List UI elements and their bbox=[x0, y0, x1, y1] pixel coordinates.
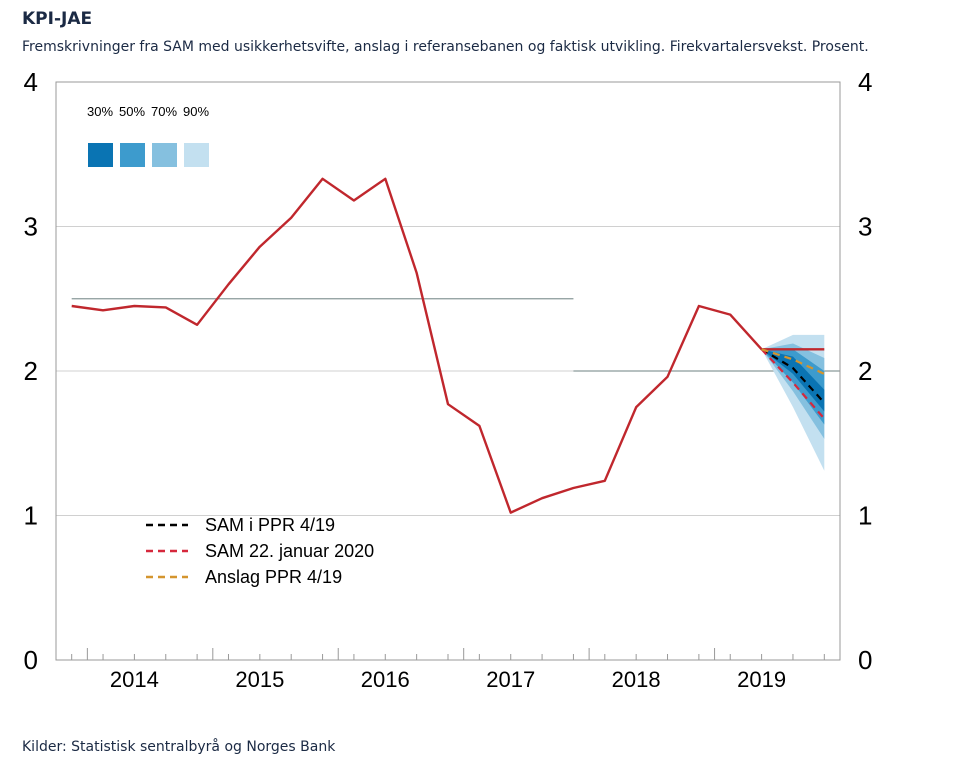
plot-frame bbox=[55, 81, 841, 661]
band-legend-label: 30% bbox=[87, 104, 113, 119]
chart-subtitle: Fremskrivninger fra SAM med usikkerhetsv… bbox=[22, 39, 869, 55]
source-note: Kilder: Statistisk sentralbyrå og Norges… bbox=[22, 739, 336, 755]
fan-band-30pct bbox=[761, 349, 825, 412]
band-legend-label: 50% bbox=[119, 104, 145, 119]
y-tick-label-right: 1 bbox=[858, 501, 872, 531]
band-legend-swatch bbox=[152, 143, 177, 167]
x-tick-label: 2014 bbox=[110, 667, 159, 692]
x-tick-label: 2019 bbox=[737, 667, 786, 692]
y-tick-label-right: 2 bbox=[858, 356, 872, 386]
band-legend-swatch bbox=[120, 143, 145, 167]
legend-label: SAM i PPR 4/19 bbox=[205, 515, 335, 535]
y-tick-label-left: 4 bbox=[24, 67, 38, 97]
chart-title: KPI-JAE bbox=[22, 9, 93, 29]
band-legend-swatch bbox=[184, 143, 209, 167]
band-legend-swatch bbox=[88, 143, 113, 167]
x-tick-label: 2018 bbox=[612, 667, 661, 692]
y-tick-label-right: 3 bbox=[858, 212, 872, 242]
y-tick-label-left: 2 bbox=[24, 356, 38, 386]
y-tick-label-left: 0 bbox=[24, 645, 38, 675]
legend-label: Anslag PPR 4/19 bbox=[205, 567, 342, 587]
fan-band-50pct bbox=[761, 349, 825, 425]
legend-label: SAM 22. januar 2020 bbox=[205, 541, 374, 561]
band-legend-label: 90% bbox=[183, 104, 209, 119]
series-projection-1 bbox=[761, 348, 826, 404]
x-tick-label: 2015 bbox=[235, 667, 284, 692]
band-legend-label: 70% bbox=[151, 104, 177, 119]
series-actual bbox=[71, 177, 825, 514]
x-tick-label: 2017 bbox=[486, 667, 535, 692]
y-tick-label-left: 3 bbox=[24, 212, 38, 242]
series-projection-2 bbox=[760, 348, 826, 420]
y-tick-label-left: 1 bbox=[24, 501, 38, 531]
x-tick-label: 2016 bbox=[361, 667, 410, 692]
y-tick-label-right: 0 bbox=[858, 645, 872, 675]
y-tick-label-right: 4 bbox=[858, 67, 872, 97]
